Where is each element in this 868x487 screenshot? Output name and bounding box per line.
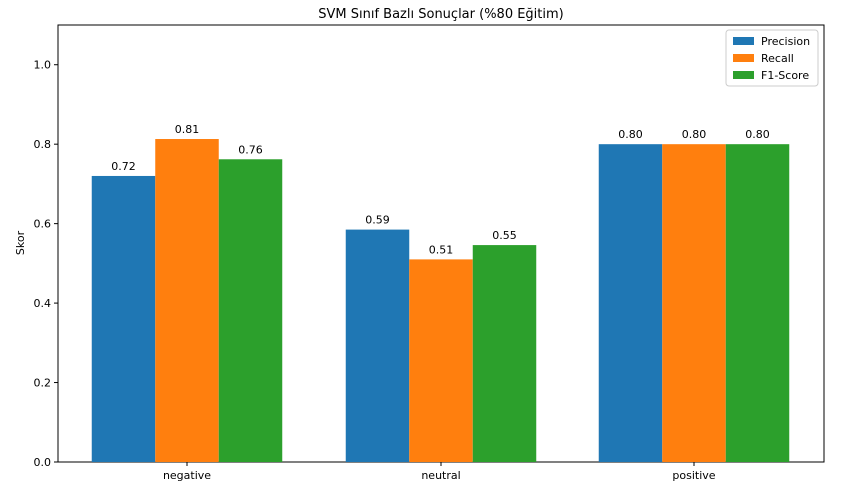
bar-f1-score-negative bbox=[218, 159, 283, 462]
bar-f1-score-neutral bbox=[472, 245, 537, 462]
data-label: 0.51 bbox=[429, 243, 454, 256]
data-label: 0.76 bbox=[238, 143, 263, 156]
data-label: 0.59 bbox=[365, 214, 390, 227]
y-tick-label: 0.0 bbox=[34, 456, 52, 469]
bar-f1-score-positive bbox=[725, 144, 790, 462]
legend-swatch bbox=[733, 54, 754, 62]
legend-label: F1-Score bbox=[761, 69, 809, 82]
legend-label: Precision bbox=[761, 35, 810, 48]
x-tick-label: positive bbox=[672, 469, 715, 482]
data-label: 0.80 bbox=[745, 128, 770, 141]
bar-recall-positive bbox=[662, 144, 726, 462]
data-label: 0.80 bbox=[618, 128, 643, 141]
plot-area: 0.0 0.2 0.4 0.6 0.8 1.0 negative 0.72 0.81 0.76 ne… bbox=[34, 24, 825, 482]
bar-recall-negative bbox=[155, 139, 219, 462]
data-label: 0.72 bbox=[111, 160, 136, 173]
y-axis-title: Skor bbox=[14, 230, 27, 255]
data-label: 0.55 bbox=[492, 229, 517, 242]
y-tick-label: 0.2 bbox=[34, 377, 52, 390]
x-tick-label: negative bbox=[163, 469, 211, 482]
legend: Precision Recall F1-Score bbox=[725, 29, 819, 87]
bar-precision-negative bbox=[91, 175, 156, 463]
bar-recall-neutral bbox=[409, 259, 473, 462]
chart-title: SVM Sınıf Bazlı Sonuçlar (%80 Eğitim) bbox=[318, 7, 564, 22]
data-label: 0.81 bbox=[175, 123, 200, 136]
bar-precision-neutral bbox=[345, 229, 410, 462]
legend-label: Recall bbox=[761, 52, 794, 65]
x-tick-label: neutral bbox=[421, 469, 460, 482]
bar-precision-positive bbox=[598, 144, 663, 462]
legend-swatch bbox=[733, 71, 754, 79]
y-tick-label: 0.4 bbox=[34, 297, 52, 310]
data-label: 0.80 bbox=[682, 128, 707, 141]
y-tick-label: 0.8 bbox=[34, 138, 52, 151]
y-tick-label: 1.0 bbox=[34, 59, 52, 72]
y-tick-label: 0.6 bbox=[34, 218, 52, 231]
legend-swatch bbox=[733, 37, 754, 45]
